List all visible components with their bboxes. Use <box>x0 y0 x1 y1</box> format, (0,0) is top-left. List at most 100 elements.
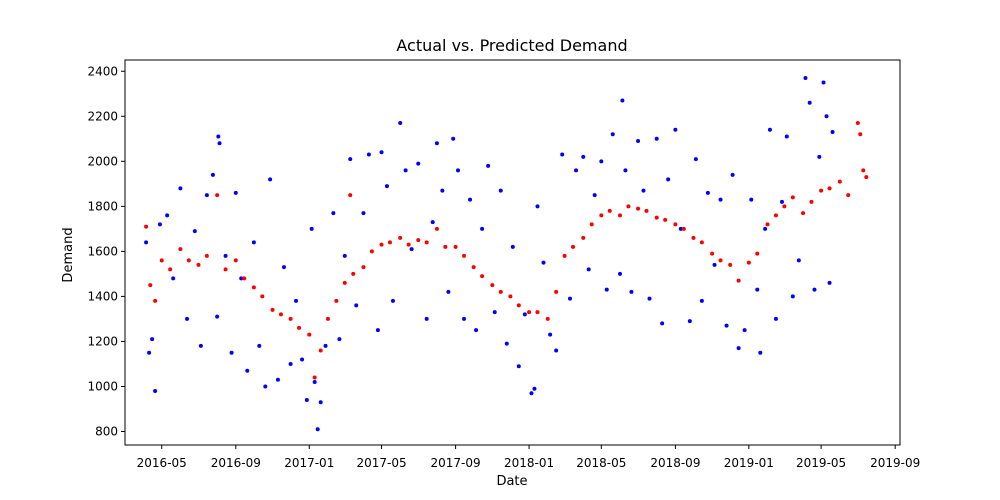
data-point <box>342 280 347 285</box>
data-point <box>251 285 256 290</box>
data-point <box>379 242 384 247</box>
data-point <box>830 130 835 135</box>
data-point <box>300 357 305 362</box>
data-point <box>809 199 814 204</box>
y-axis-label: Demand <box>61 227 76 282</box>
data-point <box>251 240 256 245</box>
data-point <box>801 211 806 216</box>
data-point <box>186 258 191 263</box>
data-point <box>462 253 467 258</box>
data-point <box>379 150 384 155</box>
data-point <box>718 258 723 263</box>
data-point <box>562 253 567 258</box>
series-2 <box>144 121 869 380</box>
data-point <box>239 276 244 281</box>
data-point <box>398 235 403 240</box>
data-point <box>691 235 696 240</box>
data-point <box>541 260 546 265</box>
data-point <box>471 265 476 270</box>
data-point <box>281 265 286 270</box>
y-tick-label: 800 <box>95 424 118 438</box>
y-tick-label: 2200 <box>87 109 118 123</box>
data-point <box>223 267 228 272</box>
data-point <box>710 251 715 256</box>
data-point <box>361 211 366 216</box>
data-point <box>554 348 559 353</box>
y-tick-label: 2000 <box>87 154 118 168</box>
data-point <box>673 127 678 132</box>
data-point <box>424 240 429 245</box>
data-point <box>307 332 312 337</box>
data-point <box>736 278 741 283</box>
data-point <box>589 222 594 227</box>
data-point <box>416 161 421 166</box>
data-point <box>270 307 275 312</box>
data-point <box>548 332 553 337</box>
data-point <box>260 294 265 299</box>
data-point <box>532 386 537 391</box>
plot-frame <box>124 59 901 446</box>
chart-title: Actual vs. Predicted Demand <box>396 36 627 55</box>
data-point <box>304 397 309 402</box>
data-point <box>318 400 323 405</box>
x-tick-label: 2017-01 <box>284 456 334 470</box>
data-point <box>855 121 860 126</box>
data-point <box>480 226 485 231</box>
data-point <box>210 172 215 177</box>
x-tick-label: 2017-09 <box>431 456 481 470</box>
data-point <box>204 193 209 198</box>
data-point <box>233 258 238 263</box>
data-point <box>348 157 353 162</box>
data-point <box>755 287 760 292</box>
data-point <box>159 258 164 263</box>
data-point <box>586 267 591 272</box>
data-point <box>318 348 323 353</box>
data-point <box>724 323 729 328</box>
x-tick-label: 2018-05 <box>576 456 626 470</box>
series-1 <box>144 76 835 432</box>
y-axis: 800 1000 1200 1400 1600 1800 2000 2200 2400 <box>87 64 125 438</box>
data-point <box>629 289 634 294</box>
data-point <box>498 289 503 294</box>
data-point <box>508 294 513 299</box>
y-tick-label: 1600 <box>87 244 118 258</box>
data-point <box>663 217 668 222</box>
data-point <box>361 265 366 270</box>
data-point <box>242 276 247 281</box>
data-point <box>858 132 863 137</box>
data-point <box>749 197 754 202</box>
data-point <box>416 238 421 243</box>
data-point <box>178 247 183 252</box>
data-point <box>779 199 784 204</box>
data-point <box>144 240 149 245</box>
data-point <box>275 377 280 382</box>
data-point <box>699 240 704 245</box>
data-point <box>718 197 723 202</box>
data-point <box>430 220 435 225</box>
data-point <box>535 204 540 209</box>
plot-area <box>124 59 901 446</box>
data-point <box>821 80 826 85</box>
data-point <box>178 186 183 191</box>
data-point <box>185 316 190 321</box>
data-point <box>325 316 330 321</box>
data-point <box>817 154 822 159</box>
data-point <box>215 314 220 319</box>
data-point <box>554 289 559 294</box>
data-point <box>571 244 576 249</box>
x-axis-label: Date <box>496 474 527 489</box>
y-tick-label: 1200 <box>87 334 118 348</box>
data-point <box>796 258 801 263</box>
data-point <box>516 364 521 369</box>
data-point <box>263 384 268 389</box>
data-point <box>742 328 747 333</box>
data-point <box>641 188 646 193</box>
data-point <box>215 193 220 198</box>
data-point <box>803 76 808 81</box>
data-point <box>647 296 652 301</box>
data-point <box>545 316 550 321</box>
data-point <box>192 229 197 234</box>
data-point <box>453 244 458 249</box>
y-tick-label: 1800 <box>87 199 118 213</box>
data-point <box>323 343 328 348</box>
